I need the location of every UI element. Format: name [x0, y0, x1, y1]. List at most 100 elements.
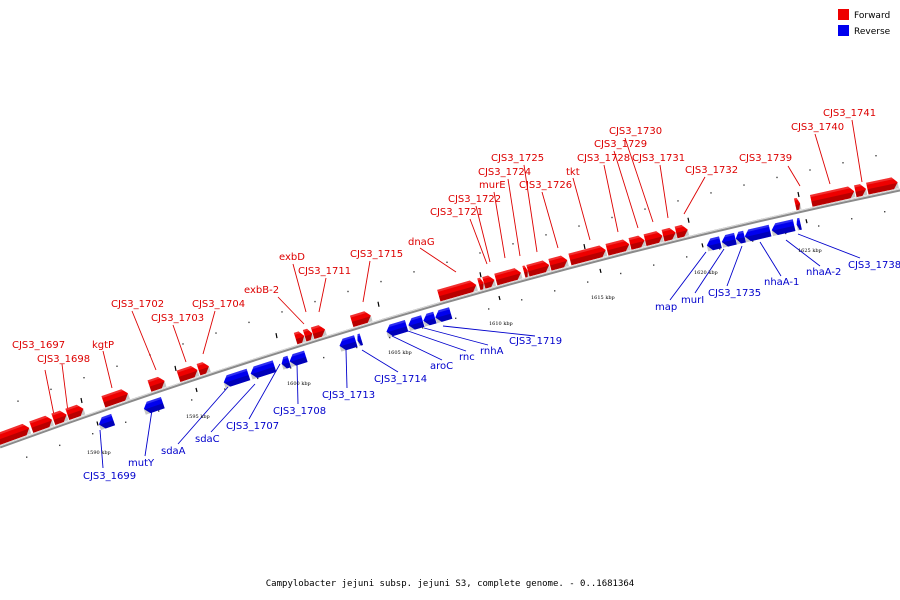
gene-shade — [289, 356, 308, 368]
gene-label[interactable]: CJS3_1726 — [519, 180, 572, 191]
gene-label[interactable]: CJS3_1738 — [848, 260, 900, 271]
gene-label[interactable]: tkt — [566, 167, 580, 178]
kbp-label: 1595 kbp — [186, 414, 210, 420]
gene-body — [423, 311, 437, 326]
leader-line — [423, 327, 489, 346]
gene-label[interactable]: exbB-2 — [244, 285, 279, 296]
gene-gloss — [526, 259, 549, 268]
gene-label[interactable]: CJS3_1740 — [791, 122, 844, 133]
leader-line — [624, 137, 654, 223]
leader-line — [144, 409, 153, 457]
gene-label[interactable]: CJS3_1711 — [298, 266, 351, 277]
gene-gloss — [287, 350, 305, 358]
gene-shade — [53, 415, 69, 425]
gene-gloss — [522, 264, 527, 269]
gene-body — [674, 224, 688, 239]
dot-marker — [644, 208, 646, 210]
gene-label[interactable]: CJS3_1714 — [374, 374, 427, 385]
kbp-label: 1615 kbp — [591, 295, 615, 301]
gene-label[interactable]: CJS3_1708 — [273, 406, 326, 417]
gene-gloss — [421, 311, 434, 318]
gene-gloss — [643, 229, 662, 237]
kbp-tick — [195, 387, 198, 393]
gene-label[interactable]: sdaC — [195, 434, 220, 445]
kbp-tick — [96, 421, 99, 426]
legend-forward-swatch — [838, 9, 849, 20]
gene-label[interactable]: CJS3_1724 — [478, 167, 531, 178]
gene-gloss — [743, 224, 770, 233]
gene-label[interactable]: kgtP — [92, 340, 114, 351]
gene-label[interactable]: CJS3_1703 — [151, 313, 204, 324]
gene-arrow — [661, 226, 678, 242]
gene-label[interactable]: map — [655, 302, 677, 313]
gene-label[interactable]: CJS3_1732 — [685, 165, 738, 176]
gene-arrow — [196, 360, 211, 376]
gene-label[interactable]: CJS3_1721 — [430, 207, 483, 218]
gene-label[interactable]: dnaG — [408, 237, 435, 248]
gene-label[interactable]: murE — [479, 180, 506, 191]
gene-label[interactable]: mutY — [128, 458, 155, 469]
gene-arrow — [743, 224, 772, 243]
gene-label[interactable]: CJS3_1725 — [491, 153, 544, 164]
gene-label[interactable]: CJS3_1735 — [708, 288, 761, 299]
gene-label[interactable]: CJS3_1699 — [83, 471, 136, 482]
gene-label[interactable]: aroC — [430, 361, 453, 372]
gene-label[interactable]: CJS3_1741 — [823, 108, 876, 119]
gene-gloss — [433, 307, 450, 314]
gene-label[interactable]: CJS3_1728 — [577, 153, 630, 164]
gene-body — [196, 362, 209, 376]
gene-body — [98, 413, 116, 429]
gene-shade — [408, 321, 425, 332]
gene-label[interactable]: CJS3_1719 — [509, 336, 562, 347]
gene-label[interactable]: CJS3_1729 — [594, 139, 647, 150]
gene-gloss — [568, 244, 605, 256]
gene-label[interactable]: CJS3_1715 — [350, 249, 403, 260]
dot-marker — [248, 321, 250, 324]
kbp-label: 1600 kbp — [287, 381, 311, 387]
gene-label[interactable]: CJS3_1704 — [192, 299, 245, 310]
dot-marker — [842, 162, 844, 164]
gene-label[interactable]: CJS3_1739 — [739, 153, 792, 164]
gene-label[interactable]: CJS3_1697 — [12, 340, 65, 351]
leader-line — [345, 349, 348, 389]
gene-shade — [295, 336, 306, 345]
gene-arrow — [674, 223, 690, 239]
gene-body — [51, 410, 67, 425]
gene-label[interactable]: CJS3_1698 — [37, 354, 90, 365]
dot-marker — [677, 200, 679, 202]
dot-marker — [389, 336, 391, 339]
gene-label[interactable]: CJS3_1713 — [322, 390, 375, 401]
gene-arrow — [355, 333, 364, 347]
gene-label[interactable]: rnhA — [480, 346, 504, 357]
gene-label[interactable]: murI — [681, 295, 704, 306]
dot-marker — [851, 218, 853, 220]
gene-gloss — [29, 414, 51, 424]
gene-shade — [735, 237, 746, 245]
gene-shade — [31, 420, 55, 433]
gene-arrow — [147, 375, 167, 392]
gene-label[interactable]: CJS3_1707 — [226, 421, 279, 432]
gene-arrow — [734, 230, 746, 245]
gene-label[interactable]: CJS3_1731 — [632, 153, 685, 164]
gene-label[interactable]: nhaA-1 — [764, 277, 799, 288]
gene-label[interactable]: CJS3_1730 — [609, 126, 662, 137]
dot-marker — [59, 444, 61, 447]
gene-label[interactable]: sdaA — [161, 446, 186, 457]
gene-label[interactable]: CJS3_1722 — [448, 194, 501, 205]
gene-label[interactable]: CJS3_1702 — [111, 299, 164, 310]
gene-arrow — [770, 219, 796, 237]
leader-line — [172, 324, 187, 363]
dot-marker — [818, 225, 820, 227]
gene-label[interactable]: rnc — [459, 352, 475, 363]
gene-arrow — [51, 408, 69, 425]
gene-arrow — [494, 266, 523, 286]
gene-gloss — [141, 396, 162, 406]
leader-line — [523, 164, 538, 253]
gene-shade — [0, 428, 32, 446]
gene-label[interactable]: nhaA-2 — [806, 267, 841, 278]
gene-label[interactable]: exbD — [279, 252, 305, 263]
gene-body — [793, 197, 801, 211]
gene-body — [721, 232, 737, 247]
gene-gloss — [661, 226, 675, 232]
leader-line — [603, 164, 619, 233]
